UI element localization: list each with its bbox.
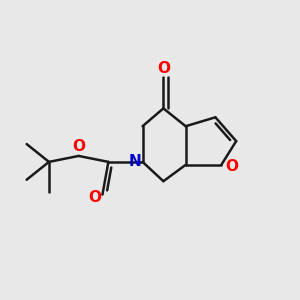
Text: N: N [129,154,142,169]
Text: O: O [88,190,101,205]
Text: O: O [72,139,85,154]
Text: O: O [225,159,238,174]
Text: O: O [157,61,170,76]
